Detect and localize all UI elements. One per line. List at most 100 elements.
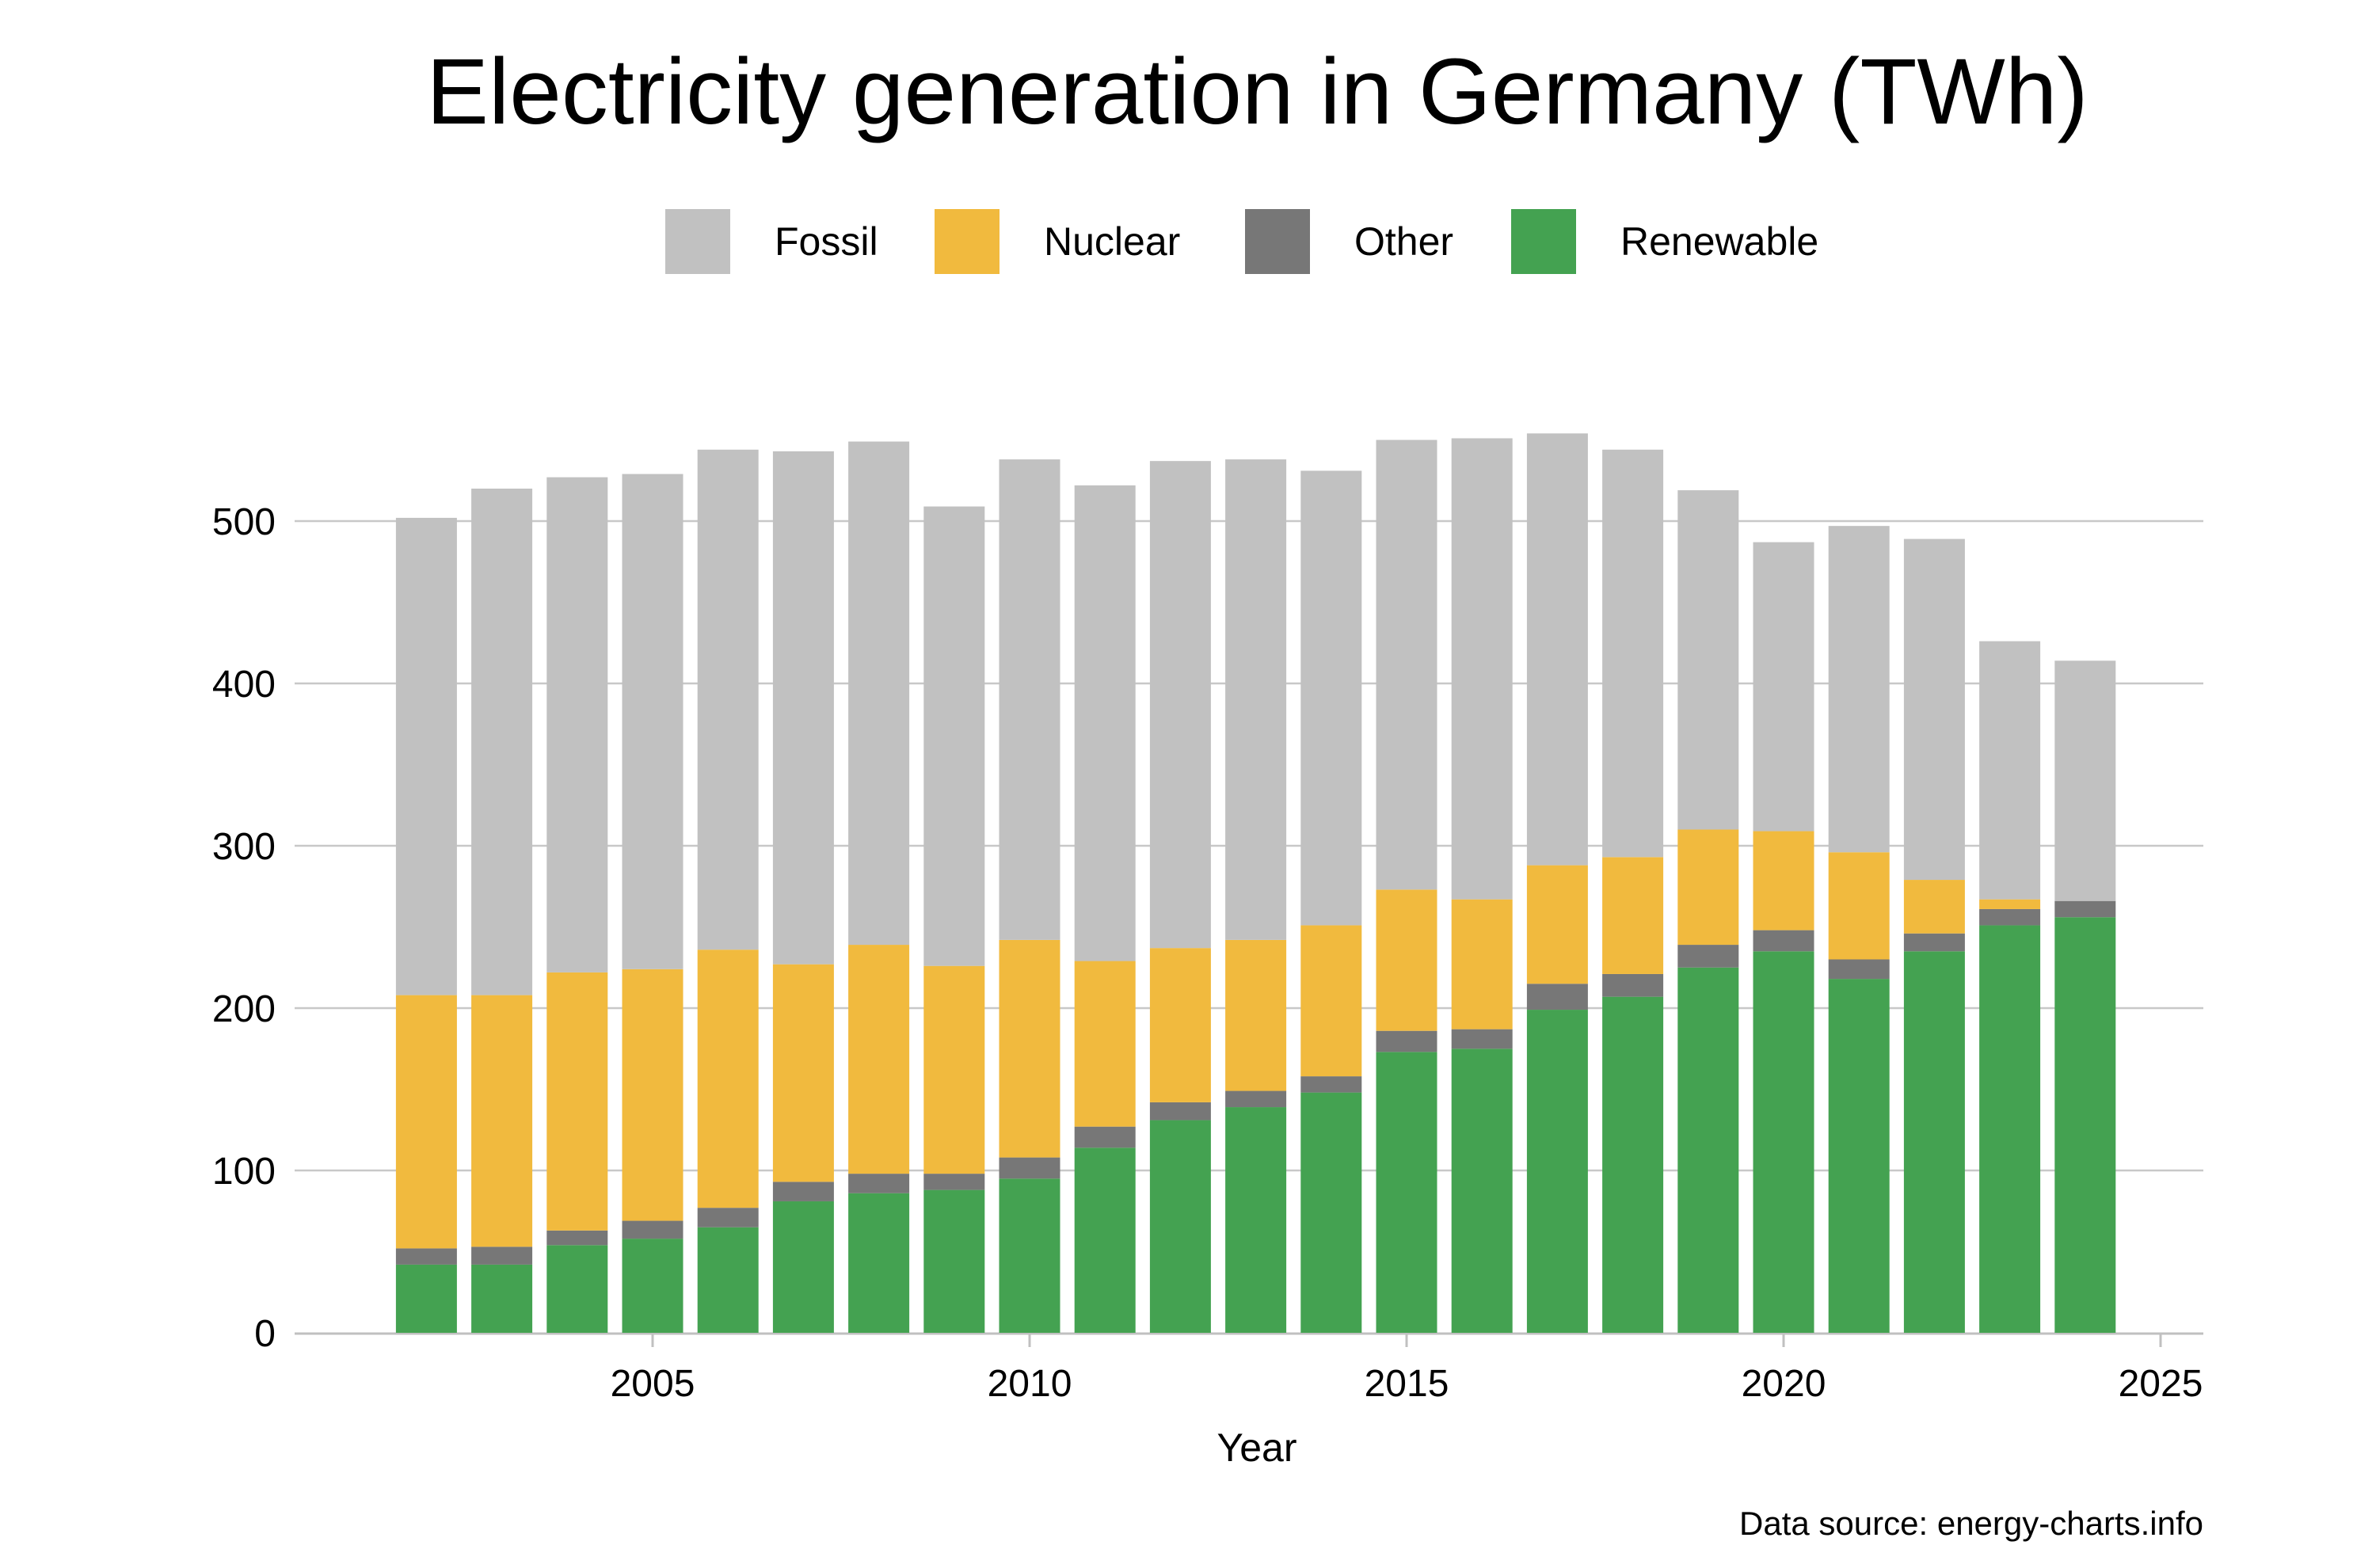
x-axis-title: Year	[1217, 1425, 1297, 1470]
bar-other-2014	[1300, 1076, 1362, 1093]
bar-nuclear-2021	[1828, 852, 1890, 960]
bar-nuclear-2016	[1451, 899, 1513, 1029]
bar-fossil-2007	[772, 451, 834, 965]
bar-other-2004	[546, 1230, 608, 1246]
bar-other-2013	[1225, 1090, 1287, 1108]
bar-nuclear-2004	[546, 972, 608, 1231]
bar-nuclear-2011	[1074, 961, 1136, 1127]
bar-other-2019	[1677, 945, 1739, 968]
bar-nuclear-2008	[848, 945, 910, 1174]
bar-other-2022	[1903, 933, 1965, 952]
bar-nuclear-2020	[1753, 831, 1814, 931]
y-tick-label: 0	[254, 1313, 276, 1355]
bar-fossil-2004	[546, 477, 608, 972]
bar-fossil-2019	[1677, 490, 1739, 830]
x-tick-label: 2010	[988, 1363, 1072, 1405]
bar-other-2018	[1602, 973, 1664, 997]
bar-nuclear-2022	[1903, 880, 1965, 934]
bar-renewable-2021	[1828, 979, 1890, 1333]
legend-swatch-nuclear	[935, 209, 1000, 274]
legend-label-nuclear: Nuclear	[1044, 219, 1180, 264]
bar-renewable-2024	[2054, 917, 2116, 1333]
bar-nuclear-2015	[1376, 889, 1437, 1031]
bar-other-2017	[1526, 984, 1588, 1010]
bar-fossil-2010	[999, 459, 1060, 940]
legend-swatch-renewable	[1511, 209, 1576, 274]
bar-nuclear-2007	[772, 964, 834, 1182]
bar-nuclear-2023	[1979, 899, 2041, 909]
legend-label-renewable: Renewable	[1620, 219, 1818, 264]
bar-renewable-2008	[848, 1193, 910, 1333]
bar-other-2005	[622, 1220, 683, 1239]
legend-swatch-other	[1245, 209, 1310, 274]
bar-renewable-2009	[923, 1189, 985, 1333]
bar-other-2023	[1979, 908, 2041, 926]
bar-other-2021	[1828, 959, 1890, 980]
bar-nuclear-2003	[471, 995, 533, 1247]
bar-renewable-2018	[1602, 996, 1664, 1333]
bar-fossil-2017	[1526, 433, 1588, 866]
bar-nuclear-2009	[923, 965, 985, 1174]
bar-renewable-2006	[697, 1227, 759, 1333]
bar-fossil-2009	[923, 506, 985, 966]
bar-renewable-2004	[546, 1245, 608, 1333]
bar-nuclear-2014	[1300, 925, 1362, 1077]
bar-nuclear-2010	[999, 939, 1060, 1158]
bar-fossil-2014	[1300, 470, 1362, 926]
bar-other-2002	[395, 1248, 457, 1265]
bar-fossil-2024	[2054, 660, 2116, 901]
bar-renewable-2011	[1074, 1147, 1136, 1333]
bar-fossil-2018	[1602, 449, 1664, 858]
bar-fossil-2003	[471, 489, 533, 995]
bar-renewable-2003	[471, 1264, 533, 1333]
bar-renewable-2002	[395, 1264, 457, 1333]
bar-other-2009	[923, 1174, 985, 1190]
bar-renewable-2005	[622, 1239, 683, 1333]
bar-renewable-2014	[1300, 1092, 1362, 1333]
bar-fossil-2022	[1903, 539, 1965, 881]
y-tick-label: 200	[212, 988, 276, 1030]
bar-other-2020	[1753, 930, 1814, 952]
bar-renewable-2023	[1979, 925, 2041, 1333]
data-source-note: Data source: energy-charts.info	[1739, 1505, 2203, 1542]
y-tick-label: 500	[212, 501, 276, 543]
bar-fossil-2008	[848, 441, 910, 946]
bar-renewable-2019	[1677, 967, 1739, 1333]
legend-swatch-fossil	[665, 209, 730, 274]
x-tick-label: 2005	[611, 1363, 695, 1405]
x-tick-label: 2025	[2119, 1363, 2203, 1405]
bar-fossil-2012	[1149, 461, 1211, 949]
bar-nuclear-2006	[697, 950, 759, 1208]
bar-renewable-2017	[1526, 1010, 1588, 1333]
bar-nuclear-2017	[1526, 865, 1588, 984]
bar-fossil-2006	[697, 449, 759, 950]
chart-title: Electricity generation in Germany (TWh)	[426, 40, 2089, 144]
x-tick-label: 2020	[1742, 1363, 1826, 1405]
bar-renewable-2007	[772, 1201, 834, 1333]
bar-other-2010	[999, 1157, 1060, 1179]
bar-fossil-2002	[395, 517, 457, 995]
bar-nuclear-2005	[622, 969, 683, 1221]
bar-renewable-2010	[999, 1178, 1060, 1333]
bar-other-2016	[1451, 1029, 1513, 1049]
bar-renewable-2022	[1903, 951, 1965, 1333]
bar-renewable-2020	[1753, 951, 1814, 1333]
bar-nuclear-2018	[1602, 857, 1664, 974]
x-tick-label: 2015	[1365, 1363, 1449, 1405]
bar-renewable-2015	[1376, 1052, 1437, 1333]
bar-other-2012	[1149, 1102, 1211, 1121]
bar-fossil-2011	[1074, 485, 1136, 961]
bar-fossil-2020	[1753, 542, 1814, 832]
bar-fossil-2023	[1979, 641, 2041, 900]
y-tick-label: 300	[212, 826, 276, 868]
bar-other-2003	[471, 1246, 533, 1265]
bar-fossil-2015	[1376, 440, 1437, 890]
bar-nuclear-2019	[1677, 829, 1739, 946]
bar-other-2008	[848, 1174, 910, 1193]
bar-other-2007	[772, 1182, 834, 1201]
bar-other-2011	[1074, 1126, 1136, 1148]
bar-other-2015	[1376, 1030, 1437, 1052]
bar-nuclear-2013	[1225, 939, 1287, 1091]
bar-other-2024	[2054, 900, 2116, 918]
